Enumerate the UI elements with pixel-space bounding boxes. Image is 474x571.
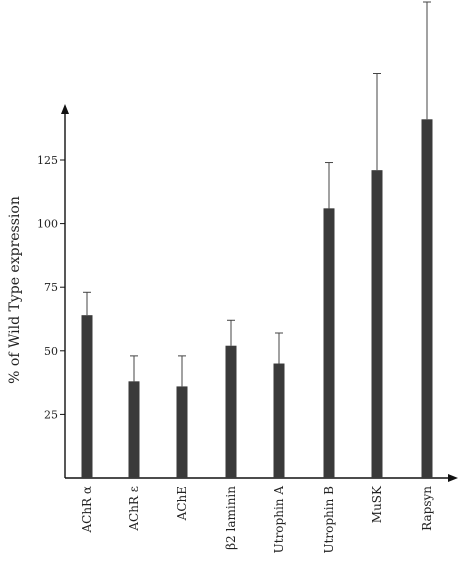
bar xyxy=(225,345,237,478)
y-tick-label: 75 xyxy=(44,281,58,294)
category-label: MuSK xyxy=(370,485,384,523)
y-axis-arrow-icon xyxy=(61,104,69,114)
y-tick-label: 125 xyxy=(37,154,58,167)
x-axis-arrow-icon xyxy=(448,474,458,482)
y-ticks: 25 50 75 100 125 xyxy=(37,154,65,421)
category-label: AChR α xyxy=(80,486,94,534)
category-labels: AChR α AChR ε AChE β2 laminin Utrophin A Utro… xyxy=(80,485,434,554)
bar xyxy=(371,170,383,478)
error-bars xyxy=(83,1,431,387)
bar xyxy=(128,381,140,478)
axes xyxy=(61,104,458,482)
category-label: AChE xyxy=(175,486,189,521)
category-label: Utrophin A xyxy=(272,486,286,554)
y-tick-label: 50 xyxy=(44,345,58,358)
bars xyxy=(81,119,433,479)
y-tick-label: 100 xyxy=(37,218,58,231)
category-label: Utrophin B xyxy=(322,486,336,554)
bar xyxy=(81,315,93,478)
category-label: β2 laminin xyxy=(224,486,238,550)
bar xyxy=(421,119,433,479)
category-label: Rapsyn xyxy=(420,486,434,531)
bar xyxy=(323,208,335,478)
bar xyxy=(273,363,285,478)
bar xyxy=(176,386,188,478)
y-tick-label: 25 xyxy=(44,408,58,421)
y-axis-label: % of Wild Type expression xyxy=(7,196,23,384)
category-label: AChR ε xyxy=(127,486,141,532)
